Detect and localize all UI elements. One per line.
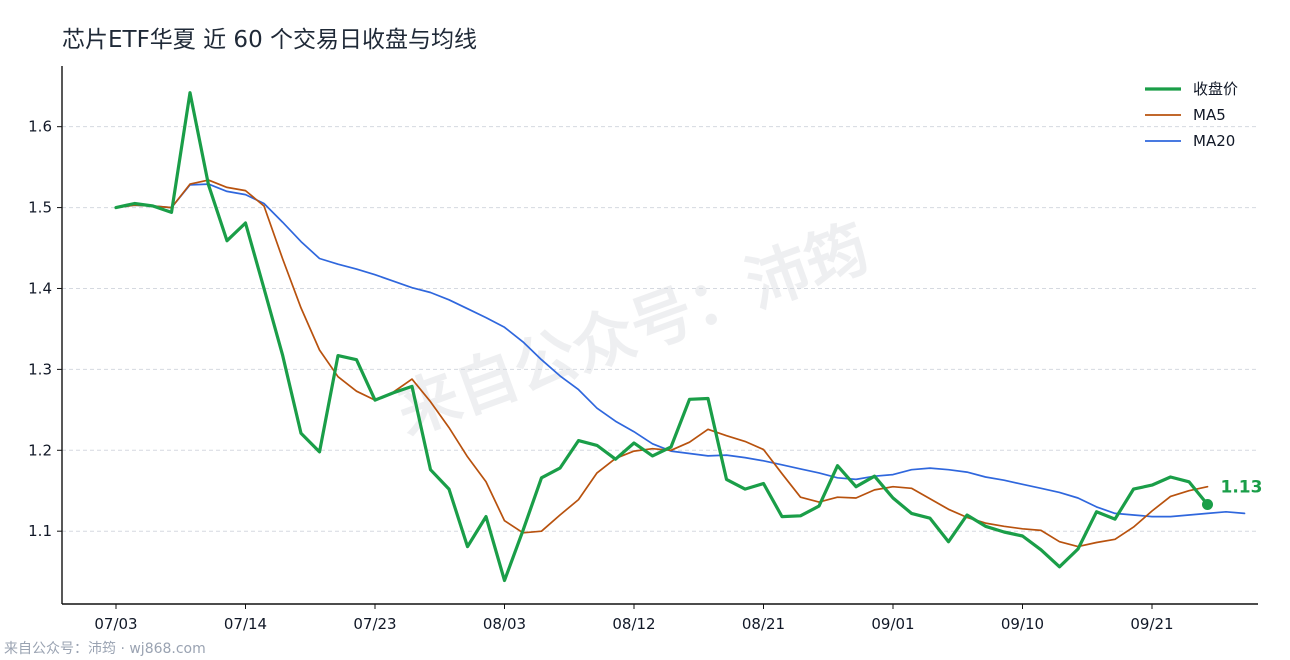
- y-tick-label: 1.5: [28, 199, 52, 217]
- x-tick-label: 07/03: [94, 615, 137, 633]
- footer-credit: 来自公众号：沛筠 · wj868.com: [4, 641, 206, 657]
- x-tick-label: 08/12: [612, 615, 655, 633]
- y-tick-label: 1.3: [28, 360, 52, 378]
- last-close-point: [1202, 498, 1213, 510]
- legend-label-close: 收盘价: [1193, 80, 1238, 98]
- series-line-ma20: [115, 183, 1246, 518]
- y-tick-label: 1.4: [28, 279, 52, 297]
- axes: 1.1 1.2 1.3 1.4 1.5 1.6 07/03 07/14 07/23 08/03 08…: [28, 66, 1258, 633]
- x-tick-label: 08/21: [742, 615, 785, 633]
- x-tick-label: 07/23: [353, 615, 396, 633]
- legend-label-ma5: MA5: [1193, 106, 1226, 124]
- x-tick-label: 09/21: [1130, 615, 1173, 633]
- series-line-ma5: [115, 179, 1209, 548]
- legend-label-ma20: MA20: [1193, 132, 1235, 150]
- y-tick-label: 1.1: [28, 522, 52, 540]
- x-tick-label: 09/01: [871, 615, 914, 633]
- last-close-label: 1.13: [1221, 477, 1263, 497]
- x-tick-label: 08/03: [483, 615, 526, 633]
- grid-lines: [62, 126, 1258, 532]
- series-line-close: [114, 91, 1210, 583]
- x-tick-label: 09/10: [1001, 615, 1044, 633]
- legend: 收盘价 MA5 MA20: [1145, 80, 1238, 150]
- chart-title: 芯片ETF华夏 近 60 个交易日收盘与均线: [62, 27, 478, 53]
- y-tick-label: 1.2: [28, 441, 52, 459]
- y-tick-label: 1.6: [28, 118, 52, 136]
- watermark-text: 来自公众号：沛筠: [387, 211, 878, 449]
- series-lines: 1.13: [114, 91, 1263, 583]
- x-tick-label: 07/14: [224, 615, 267, 633]
